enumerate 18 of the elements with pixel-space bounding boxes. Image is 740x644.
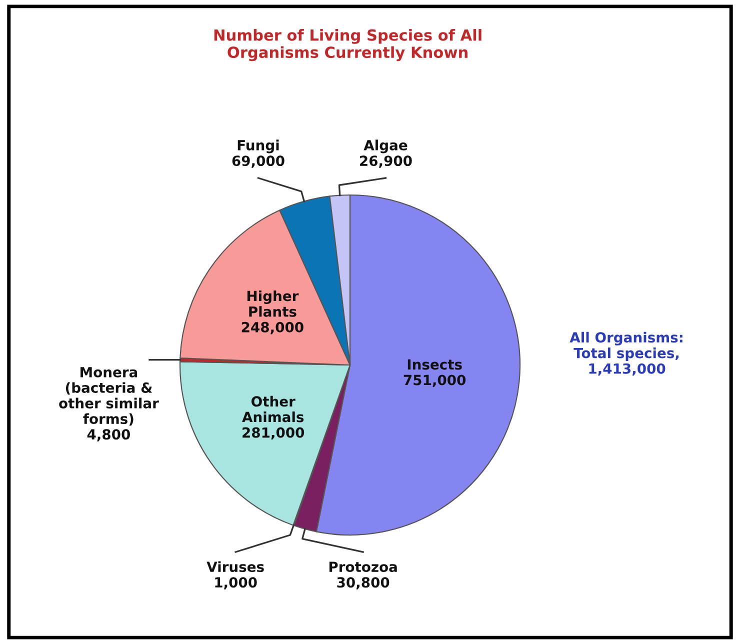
slice-label: Algae <box>364 140 408 154</box>
data-label: 30,800 <box>337 577 390 590</box>
data-label: 751,000 <box>404 374 466 388</box>
slice-label: Viruses <box>206 561 264 572</box>
slice-label: Other Animals <box>242 396 304 422</box>
data-label: 26,900 <box>360 156 412 168</box>
slice-label: Insects <box>408 359 462 370</box>
slice-label: Fungi <box>238 140 279 154</box>
data-label: 281,000 <box>242 427 304 440</box>
slice-label: Monera (bacteria & other similar forms) <box>59 367 159 426</box>
slice-label: Protozoa <box>329 562 397 572</box>
data-label: 248,000 <box>242 322 304 334</box>
data-label: 4,800 <box>87 429 130 442</box>
slice-label: Higher Plants <box>247 290 299 317</box>
data-label: 1,000 <box>215 577 257 590</box>
data-label: 69,000 <box>232 156 284 168</box>
chart-title: Number of Living Species of All Organisms Currently Known <box>214 29 482 62</box>
text: All Organisms: Total species, 1,413,000 <box>570 332 682 376</box>
